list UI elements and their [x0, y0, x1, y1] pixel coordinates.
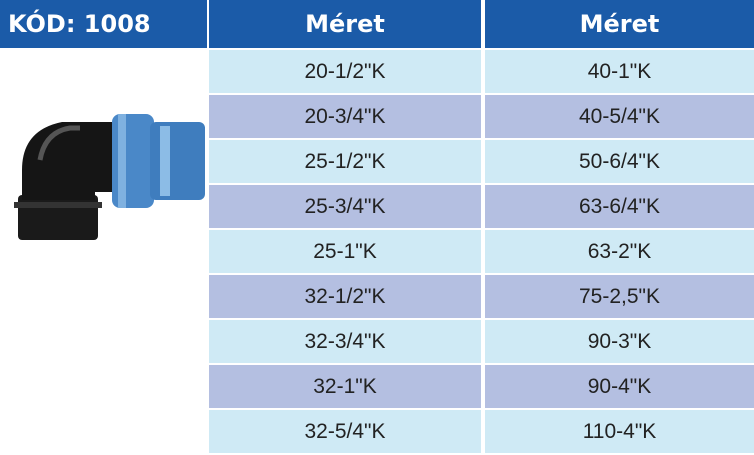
- size-cell: 90-3"K: [485, 320, 754, 363]
- size-cell: 32-5/4"K: [209, 410, 481, 453]
- size-cell: 32-1/2"K: [209, 275, 481, 318]
- column-header: Méret: [209, 0, 481, 48]
- column-header: Méret: [485, 0, 754, 48]
- size-cell: 25-3/4"K: [209, 185, 481, 228]
- size-cell: 20-1/2"K: [209, 50, 481, 93]
- size-cell: 110-4"K: [485, 410, 754, 453]
- size-cell: 25-1/2"K: [209, 140, 481, 183]
- size-cell: 25-1"K: [209, 230, 481, 273]
- size-cell: 40-1"K: [485, 50, 754, 93]
- product-code: KÓD: 1008: [0, 0, 207, 48]
- size-cell: 75-2,5"K: [485, 275, 754, 318]
- size-cell: 90-4"K: [485, 365, 754, 408]
- size-cell: 32-1"K: [209, 365, 481, 408]
- size-cell: 40-5/4"K: [485, 95, 754, 138]
- size-cell: 63-6/4"K: [485, 185, 754, 228]
- size-cell: 63-2"K: [485, 230, 754, 273]
- page: KÓD: 1008 Méret Méret 20-1/2"K40-1"K20-3…: [0, 0, 754, 455]
- size-cell: 32-3/4"K: [209, 320, 481, 363]
- size-cell: 20-3/4"K: [209, 95, 481, 138]
- size-cell: 50-6/4"K: [485, 140, 754, 183]
- product-image: [0, 100, 207, 260]
